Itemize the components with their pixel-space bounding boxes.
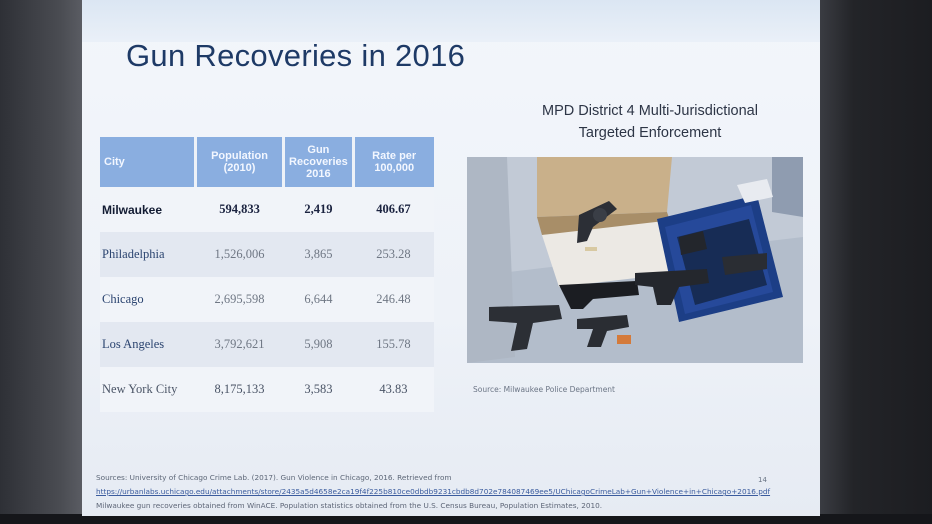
cell-recoveries: 3,583: [283, 367, 354, 412]
cell-recoveries: 5,908: [283, 322, 354, 367]
cell-city: New York City: [100, 367, 196, 412]
room-right-wall: [820, 0, 932, 524]
cell-rate: 246.48: [353, 277, 434, 322]
seized-guns-illustration: [467, 157, 803, 363]
cell-population: 594,833: [195, 187, 284, 232]
header-city: City: [100, 137, 198, 187]
room-left-wall: [0, 0, 86, 524]
cell-recoveries: 3,865: [283, 232, 354, 277]
table-row: Milwaukee 594,833 2,419 406.67: [100, 187, 434, 232]
cell-rate: 155.78: [353, 322, 434, 367]
cell-recoveries: 6,644: [283, 277, 354, 322]
room-floor-edge: [0, 514, 932, 524]
header-population: Population (2010): [195, 137, 285, 187]
cell-population: 2,695,598: [195, 277, 284, 322]
cell-population: 3,792,621: [195, 322, 284, 367]
cell-population: 8,175,133: [195, 367, 284, 412]
table-row: Los Angeles 3,792,621 5,908 155.78: [100, 322, 434, 367]
seized-guns-photo: [467, 157, 803, 363]
header-gun-recoveries: Gun Recoveries 2016: [283, 137, 355, 187]
photo-source: Source: Milwaukee Police Department: [473, 385, 615, 394]
photo-caption: MPD District 4 Multi-Jurisdictional Targ…: [490, 100, 810, 144]
slide-header-band: [82, 0, 820, 42]
table-header-row: City Population (2010) Gun Recoveries 20…: [100, 137, 434, 187]
table-row: Chicago 2,695,598 6,644 246.48: [100, 277, 434, 322]
gun-recoveries-table: City Population (2010) Gun Recoveries 20…: [100, 137, 435, 412]
cell-rate: 406.67: [353, 187, 434, 232]
slide-title: Gun Recoveries in 2016: [126, 38, 466, 73]
cell-city: Milwaukee: [100, 187, 196, 232]
photo-caption-line2: Targeted Enforcement: [578, 125, 722, 141]
footer-line1: Sources: University of Chicago Crime Lab…: [96, 473, 452, 482]
cell-city: Los Angeles: [100, 322, 196, 367]
cell-city: Philadelphia: [100, 232, 196, 277]
footer-line3: Milwaukee gun recoveries obtained from W…: [96, 501, 603, 510]
source-link[interactable]: https://urbanlabs.uchicago.edu/attachmen…: [96, 487, 771, 496]
table-row: New York City 8,175,133 3,583 43.83: [100, 367, 434, 412]
cell-recoveries: 2,419: [283, 187, 354, 232]
footer-link-row: https://urbanlabs.uchicago.edu/attachmen…: [96, 485, 796, 499]
photo-caption-line1: MPD District 4 Multi-Jurisdictional: [542, 103, 758, 119]
page-number: 14: [758, 476, 767, 484]
sources-footer: Sources: University of Chicago Crime Lab…: [96, 471, 796, 513]
cell-rate: 253.28: [353, 232, 434, 277]
header-rate: Rate per 100,000: [353, 137, 434, 187]
cell-city: Chicago: [100, 277, 196, 322]
cell-population: 1,526,006: [195, 232, 284, 277]
table-row: Philadelphia 1,526,006 3,865 253.28: [100, 232, 434, 277]
presentation-slide: Gun Recoveries in 2016 City Population (…: [82, 0, 820, 516]
cell-rate: 43.83: [353, 367, 434, 412]
